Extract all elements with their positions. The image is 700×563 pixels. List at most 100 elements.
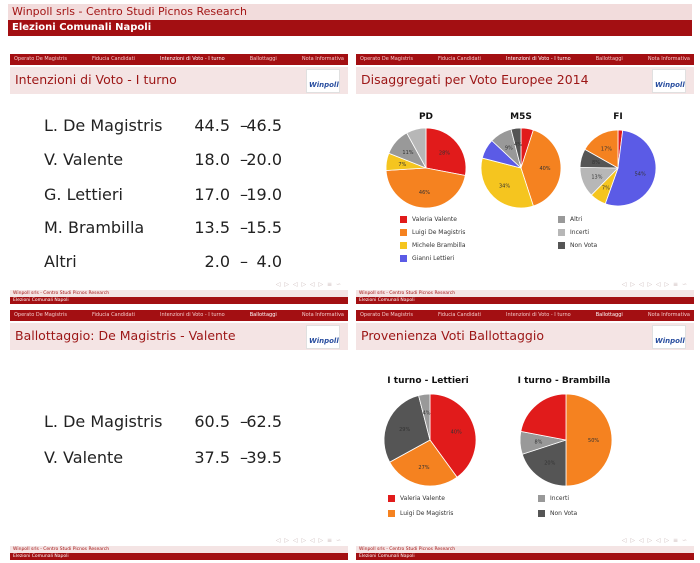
- winpoll-logo: Winpoll: [306, 69, 340, 93]
- legend-item: Valeria Valente: [388, 495, 445, 502]
- slide-footer: Winpoll srls - Centro Studi Picnos Resea…: [10, 546, 348, 560]
- legend-item: Incerti: [558, 229, 589, 236]
- pie-fi: 54% 7%13% 8% 17%: [579, 129, 657, 207]
- nav-intenzioni[interactable]: Intenzioni di Voto - I turno: [159, 312, 225, 318]
- pie-slice: [385, 167, 466, 209]
- legend-item: Non Vota: [558, 242, 597, 249]
- slide-footer: Winpoll srls - Centro Studi Picnos Resea…: [356, 546, 694, 560]
- pie-value-label: 29%: [399, 427, 410, 433]
- beamer-nav-symbols[interactable]: ◁ ▷ ◁ ▷ ◁ ▷ ≡ ∽: [275, 537, 342, 544]
- winpoll-logo: Winpoll: [306, 325, 340, 349]
- nav-intenzioni[interactable]: Intenzioni di Voto - I turno: [505, 56, 571, 62]
- beamer-nav-symbols[interactable]: ◁ ▷ ◁ ▷ ◁ ▷ ≡ ∽: [275, 281, 342, 288]
- legend-swatch: [400, 229, 407, 236]
- nav-operato[interactable]: Operato De Magistris: [14, 56, 67, 62]
- nav-fiducia[interactable]: Fiducia Candidati: [438, 312, 481, 318]
- winpoll-logo: Winpoll: [652, 325, 686, 349]
- chart-title-m5s: M5S: [510, 112, 532, 122]
- pie-charts-ballottaggio: 40% 27% 29% 4% 50% 20% 8%: [383, 393, 613, 487]
- nav-operato[interactable]: Operato De Magistris: [360, 312, 413, 318]
- slide-navbar: Operato De Magistris Fiducia Candidati I…: [10, 54, 348, 65]
- pie-slice: [425, 127, 467, 176]
- pie-value-label: 7%: [602, 185, 610, 191]
- slide-title-bar: Disaggregati per Voto Europee 2014: [356, 67, 694, 94]
- pie-value-label: 54%: [635, 171, 646, 177]
- slide-navbar: Operato De Magistris Fiducia Candidati I…: [10, 310, 348, 321]
- slide-title: Disaggregati per Voto Europee 2014: [361, 72, 589, 87]
- legend-item: Altri: [558, 216, 582, 223]
- nav-intenzioni[interactable]: Intenzioni di Voto - I turno: [159, 56, 225, 62]
- pie-value-label: 40%: [451, 429, 462, 435]
- slide-footer: Winpoll srls - Centro Studi Picnos Resea…: [356, 290, 694, 304]
- nav-ballottaggi[interactable]: Ballottaggi: [595, 312, 623, 318]
- pie-value-label: 27%: [418, 465, 429, 471]
- slide-title: Ballottaggio: De Magistris - Valente: [15, 328, 236, 343]
- pie-slice: [521, 439, 567, 487]
- nav-nota[interactable]: Nota Informativa: [301, 56, 344, 62]
- slide-navbar: Operato De Magistris Fiducia Candidati I…: [356, 54, 694, 65]
- slide-title-bar: Intenzioni di Voto - I turno: [10, 67, 348, 94]
- chart-title-lettieri: I turno - Lettieri: [387, 376, 469, 386]
- pie-charts-europee: 28%46%7%11% 40%34%9%4% 54%7%13%8%17%: [385, 127, 657, 209]
- nav-fiducia[interactable]: Fiducia Candidati: [92, 56, 135, 62]
- chart-title-brambilla: I turno - Brambilla: [517, 376, 611, 386]
- slide-provenienza: Operato De Magistris Fiducia Candidati I…: [356, 310, 694, 560]
- legend-swatch: [558, 229, 565, 236]
- legend-swatch: [400, 242, 407, 249]
- pie-value-label: 11%: [402, 150, 413, 156]
- slide-title-bar: Ballottaggio: De Magistris - Valente: [10, 323, 348, 350]
- legend-swatch: [388, 510, 395, 517]
- chart-title-fi: FI: [613, 112, 623, 122]
- pie-slice: [429, 393, 477, 478]
- pie-value-label: 9%: [505, 145, 513, 151]
- nav-ballottaggi[interactable]: Ballottaggi: [249, 312, 277, 318]
- pie-slice: [584, 129, 619, 169]
- pie-value-label: 4%: [423, 411, 431, 417]
- pie-value-label: 50%: [588, 438, 599, 444]
- legend-swatch: [400, 255, 407, 262]
- pie-slice: [565, 393, 613, 487]
- pie-value-label: 4%: [514, 142, 522, 148]
- beamer-nav-symbols[interactable]: ◁ ▷ ◁ ▷ ◁ ▷ ≡ ∽: [621, 537, 688, 544]
- nav-nota[interactable]: Nota Informativa: [647, 56, 690, 62]
- nav-fiducia[interactable]: Fiducia Candidati: [92, 312, 135, 318]
- nav-intenzioni[interactable]: Intenzioni di Voto - I turno: [505, 312, 571, 318]
- pie-value-label: 40%: [539, 166, 550, 172]
- pie-slice: [520, 393, 567, 441]
- pie-brambilla: 50% 20% 8%: [519, 393, 613, 487]
- pie-value-label: 13%: [591, 175, 602, 181]
- slide-title: Provenienza Voti Ballottaggio: [361, 328, 544, 343]
- nav-operato[interactable]: Operato De Magistris: [360, 56, 413, 62]
- pie-value-label: 7%: [398, 162, 406, 168]
- beamer-nav-symbols[interactable]: ◁ ▷ ◁ ▷ ◁ ▷ ≡ ∽: [621, 281, 688, 288]
- pie-value-label: 8%: [592, 160, 600, 166]
- document-title: Winpoll srls - Centro Studi Picnos Resea…: [8, 4, 692, 20]
- pie-slice: [604, 129, 657, 207]
- slide-ballottaggio: Operato De Magistris Fiducia Candidati I…: [10, 310, 348, 560]
- pie-slice: [510, 127, 522, 169]
- nav-ballottaggi[interactable]: Ballottaggi: [595, 56, 623, 62]
- slide-title-bar: Provenienza Voti Ballottaggio: [356, 323, 694, 350]
- pie-value-label: 17%: [601, 146, 612, 152]
- slide-footer: Winpoll srls - Centro Studi Picnos Resea…: [10, 290, 348, 304]
- pie-slice: [520, 129, 562, 207]
- chart-title-pd: PD: [418, 112, 434, 122]
- nav-ballottaggi[interactable]: Ballottaggi: [249, 56, 277, 62]
- slide-title: Intenzioni di Voto - I turno: [15, 72, 177, 87]
- pie-value-label: 28%: [439, 151, 450, 157]
- legend-swatch: [538, 495, 545, 502]
- pie-m5s: 40% 34% 9%4%: [480, 127, 562, 209]
- legend-item: Luigi De Magistris: [388, 510, 453, 517]
- slide-disaggregati: Operato De Magistris Fiducia Candidati I…: [356, 54, 694, 304]
- pie-slice: [418, 393, 431, 441]
- pie-pd: 28% 46% 7% 11%: [385, 127, 467, 209]
- nav-fiducia[interactable]: Fiducia Candidati: [438, 56, 481, 62]
- nav-nota[interactable]: Nota Informativa: [301, 312, 344, 318]
- legend-swatch: [558, 242, 565, 249]
- nav-nota[interactable]: Nota Informativa: [647, 312, 690, 318]
- nav-operato[interactable]: Operato De Magistris: [14, 312, 67, 318]
- pie-lettieri: 40% 27% 29% 4%: [383, 393, 477, 487]
- slide-intenzioni: Operato De Magistris Fiducia Candidati I…: [10, 54, 348, 304]
- pie-slice: [406, 127, 427, 169]
- legend-swatch: [400, 216, 407, 223]
